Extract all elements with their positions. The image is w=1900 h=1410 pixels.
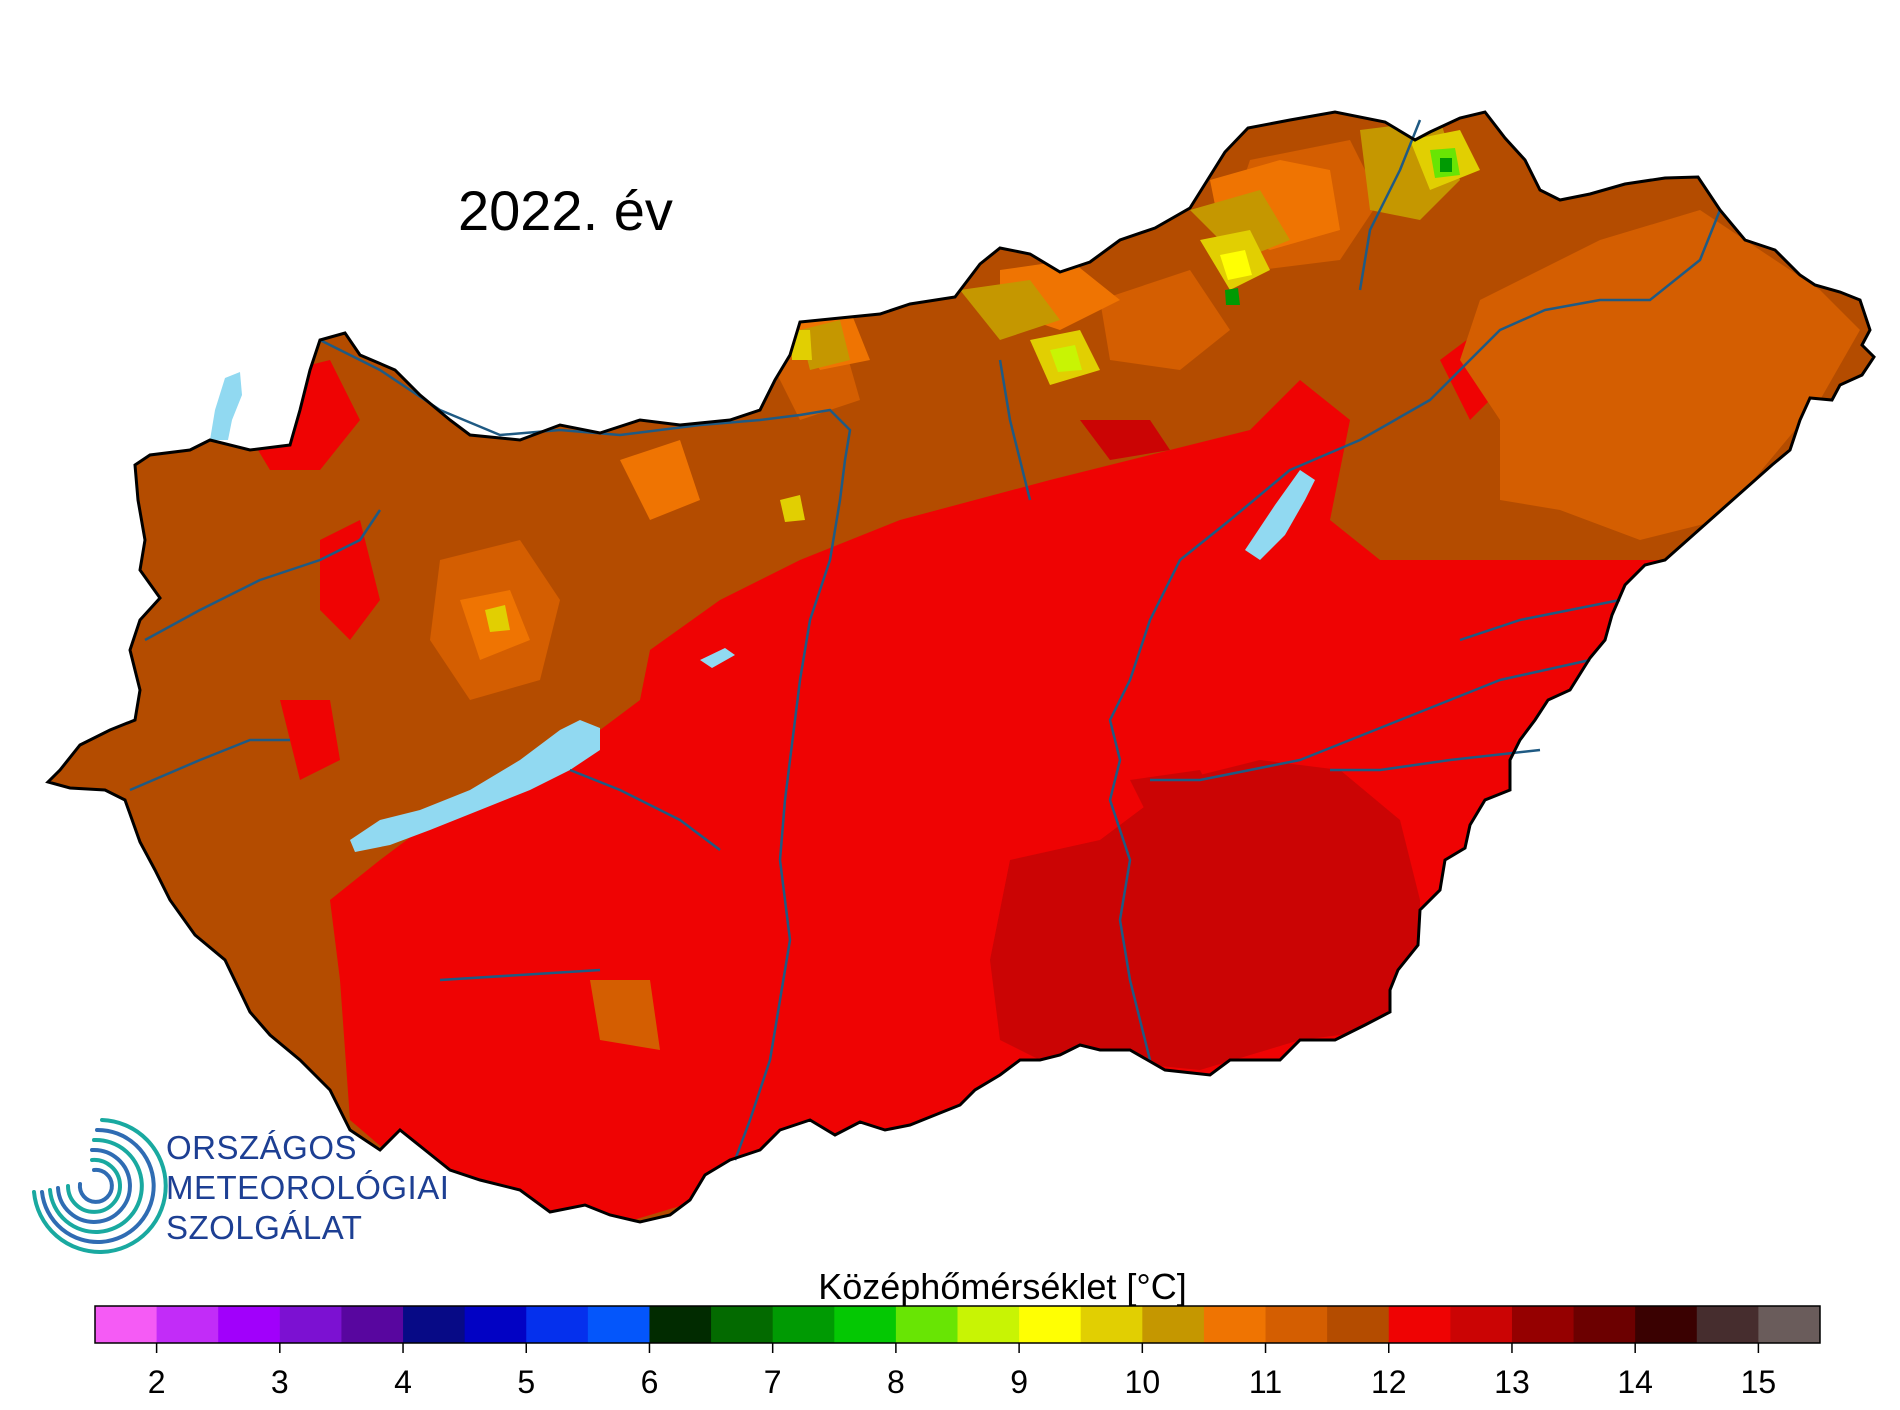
legend-swatch	[1142, 1306, 1205, 1343]
legend-swatch	[1080, 1306, 1143, 1343]
legend-swatch	[341, 1306, 404, 1343]
legend-tick-label: 9	[1010, 1364, 1028, 1400]
legend-tick-label: 8	[887, 1364, 905, 1400]
legend-title: Középhőmérséklet [°C]	[818, 1266, 1187, 1307]
legend-tick-label: 15	[1741, 1364, 1777, 1400]
lake-ferto	[210, 372, 242, 440]
logo-text: ORSZÁGOS METEOROLÓGIAI SZOLGÁLAT	[166, 1128, 449, 1248]
legend-tick-label: 3	[271, 1364, 289, 1400]
legend-swatch	[1327, 1306, 1390, 1343]
legend-swatch	[1573, 1306, 1636, 1343]
legend-tick-label: 4	[394, 1364, 412, 1400]
logo-line-3: SZOLGÁLAT	[166, 1209, 363, 1246]
legend-swatch	[587, 1306, 650, 1343]
legend-swatch	[711, 1306, 774, 1343]
legend-swatch	[526, 1306, 589, 1343]
legend-swatch	[649, 1306, 712, 1343]
legend-tick-label: 12	[1371, 1364, 1407, 1400]
color-legend: 2 3 4 5 6 7 8 9 10 11 12 13 14 15	[94, 1305, 1821, 1400]
legend-swatch	[772, 1306, 835, 1343]
logo-line-2: METEOROLÓGIAI	[166, 1169, 450, 1206]
lake-velence	[700, 648, 735, 668]
lake-balaton	[350, 720, 600, 852]
legend-swatch	[279, 1306, 342, 1343]
legend-swatch	[464, 1306, 527, 1343]
legend-swatch	[1758, 1306, 1821, 1343]
legend-swatch	[1019, 1306, 1082, 1343]
legend-swatch	[957, 1306, 1020, 1343]
legend-tick-label: 5	[517, 1364, 535, 1400]
legend-frame	[94, 1305, 1821, 1344]
legend-tick-label: 6	[641, 1364, 659, 1400]
legend-swatch	[895, 1306, 958, 1343]
temperature-map	[46, 110, 1876, 1224]
omsz-logo	[32, 1118, 168, 1254]
legend-swatch	[218, 1306, 281, 1343]
legend-swatch	[95, 1306, 158, 1343]
legend-tick-label: 7	[764, 1364, 782, 1400]
legend-ticks: 2 3 4 5 6 7 8 9 10 11 12 13 14 15	[148, 1343, 1776, 1400]
legend-tick-label: 11	[1249, 1364, 1282, 1400]
legend-swatches	[95, 1306, 1821, 1343]
legend-tick-label: 2	[148, 1364, 166, 1400]
lake-tisza	[1245, 470, 1315, 560]
legend-swatch	[834, 1306, 897, 1343]
legend-swatch	[1203, 1306, 1267, 1343]
legend-swatch	[1635, 1306, 1698, 1343]
legend-tick-label: 10	[1125, 1364, 1161, 1400]
legend-swatch	[1265, 1306, 1328, 1343]
legend-swatch	[1388, 1306, 1451, 1343]
legend-swatch	[1696, 1306, 1759, 1343]
legend-swatch	[1450, 1306, 1513, 1343]
logo-line-1: ORSZÁGOS	[166, 1129, 358, 1166]
legend-swatch	[1511, 1306, 1575, 1343]
map-title: 2022. év	[458, 179, 673, 242]
rivers	[129, 119, 1722, 1161]
legend-swatch	[156, 1306, 219, 1343]
legend-tick-label: 13	[1494, 1364, 1530, 1400]
legend-swatch	[403, 1306, 466, 1343]
legend-tick-label: 14	[1617, 1364, 1653, 1400]
